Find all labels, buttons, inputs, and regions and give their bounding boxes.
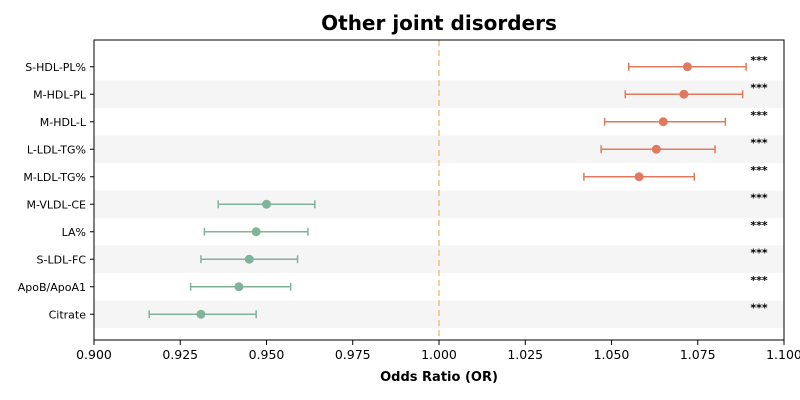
significance-label: ***: [750, 219, 768, 232]
y-axis-labels: S-HDL-PL% M-HDL-PL M-HDL-L L-LDL-TG% M-LDL-T…: [18, 61, 94, 321]
forest-row: ***: [148, 301, 768, 319]
odds-ratio-point: [196, 309, 206, 319]
significance-label: ***: [750, 81, 768, 94]
odds-ratio-point: [679, 89, 689, 99]
y-tick-label: M-LDL-TG%: [23, 171, 86, 184]
forest-row: ***: [583, 164, 768, 182]
significance-label: ***: [750, 246, 768, 259]
forest-row: ***: [600, 136, 768, 154]
x-axis-ticks: 0.900 0.925 0.950 0.975 1.000 1.025 1.050 1.075…: [76, 340, 800, 362]
y-tick-label: M-HDL-L: [40, 116, 87, 129]
odds-ratio-point: [244, 254, 254, 264]
significance-label: ***: [750, 136, 768, 149]
data-rows: *** *** *** *** *** *** *** *** *** ***: [148, 54, 768, 319]
y-tick-label: L-LDL-TG%: [27, 143, 86, 156]
y-tick-label: ApoB/ApoA1: [18, 281, 86, 294]
significance-label: ***: [750, 109, 768, 122]
forest-row: ***: [189, 274, 768, 292]
significance-label: ***: [750, 301, 768, 314]
significance-label: ***: [750, 164, 768, 177]
x-tick-label: 0.900: [76, 347, 112, 362]
forest-row: ***: [200, 246, 768, 264]
x-tick-label: 1.075: [680, 347, 716, 362]
forest-row: ***: [603, 109, 768, 127]
x-tick-label: 1.025: [507, 347, 543, 362]
row-stripe: [94, 245, 784, 273]
significance-label: ***: [750, 191, 768, 204]
y-tick-label: M-VLDL-CE: [27, 198, 87, 211]
x-tick-label: 1.100: [766, 347, 800, 362]
odds-ratio-point: [651, 144, 661, 154]
y-tick-label: LA%: [62, 226, 86, 239]
significance-label: ***: [750, 274, 768, 287]
forest-row: ***: [624, 81, 768, 99]
chart-title: Other joint disorders: [321, 11, 557, 35]
y-tick-label: Citrate: [49, 308, 87, 321]
y-tick-label: M-HDL-PL: [33, 88, 87, 101]
x-tick-label: 1.050: [594, 347, 630, 362]
odds-ratio-point: [262, 199, 271, 209]
significance-label: ***: [750, 54, 768, 67]
odds-ratio-point: [251, 227, 261, 237]
x-tick-label: 1.000: [421, 347, 457, 362]
x-tick-label: 0.925: [162, 347, 198, 362]
forest-row: ***: [628, 54, 768, 72]
odds-ratio-point: [658, 117, 668, 127]
forest-row: ***: [217, 191, 768, 209]
odds-ratio-point: [634, 172, 644, 182]
y-tick-label: S-LDL-FC: [37, 253, 87, 266]
x-tick-label: 0.950: [249, 347, 285, 362]
y-tick-label: S-HDL-PL%: [25, 61, 86, 74]
x-axis-label: Odds Ratio (OR): [380, 370, 498, 385]
x-tick-label: 0.975: [335, 347, 371, 362]
odds-ratio-point: [682, 62, 692, 72]
forest-row: ***: [203, 219, 768, 237]
odds-ratio-point: [234, 282, 244, 292]
